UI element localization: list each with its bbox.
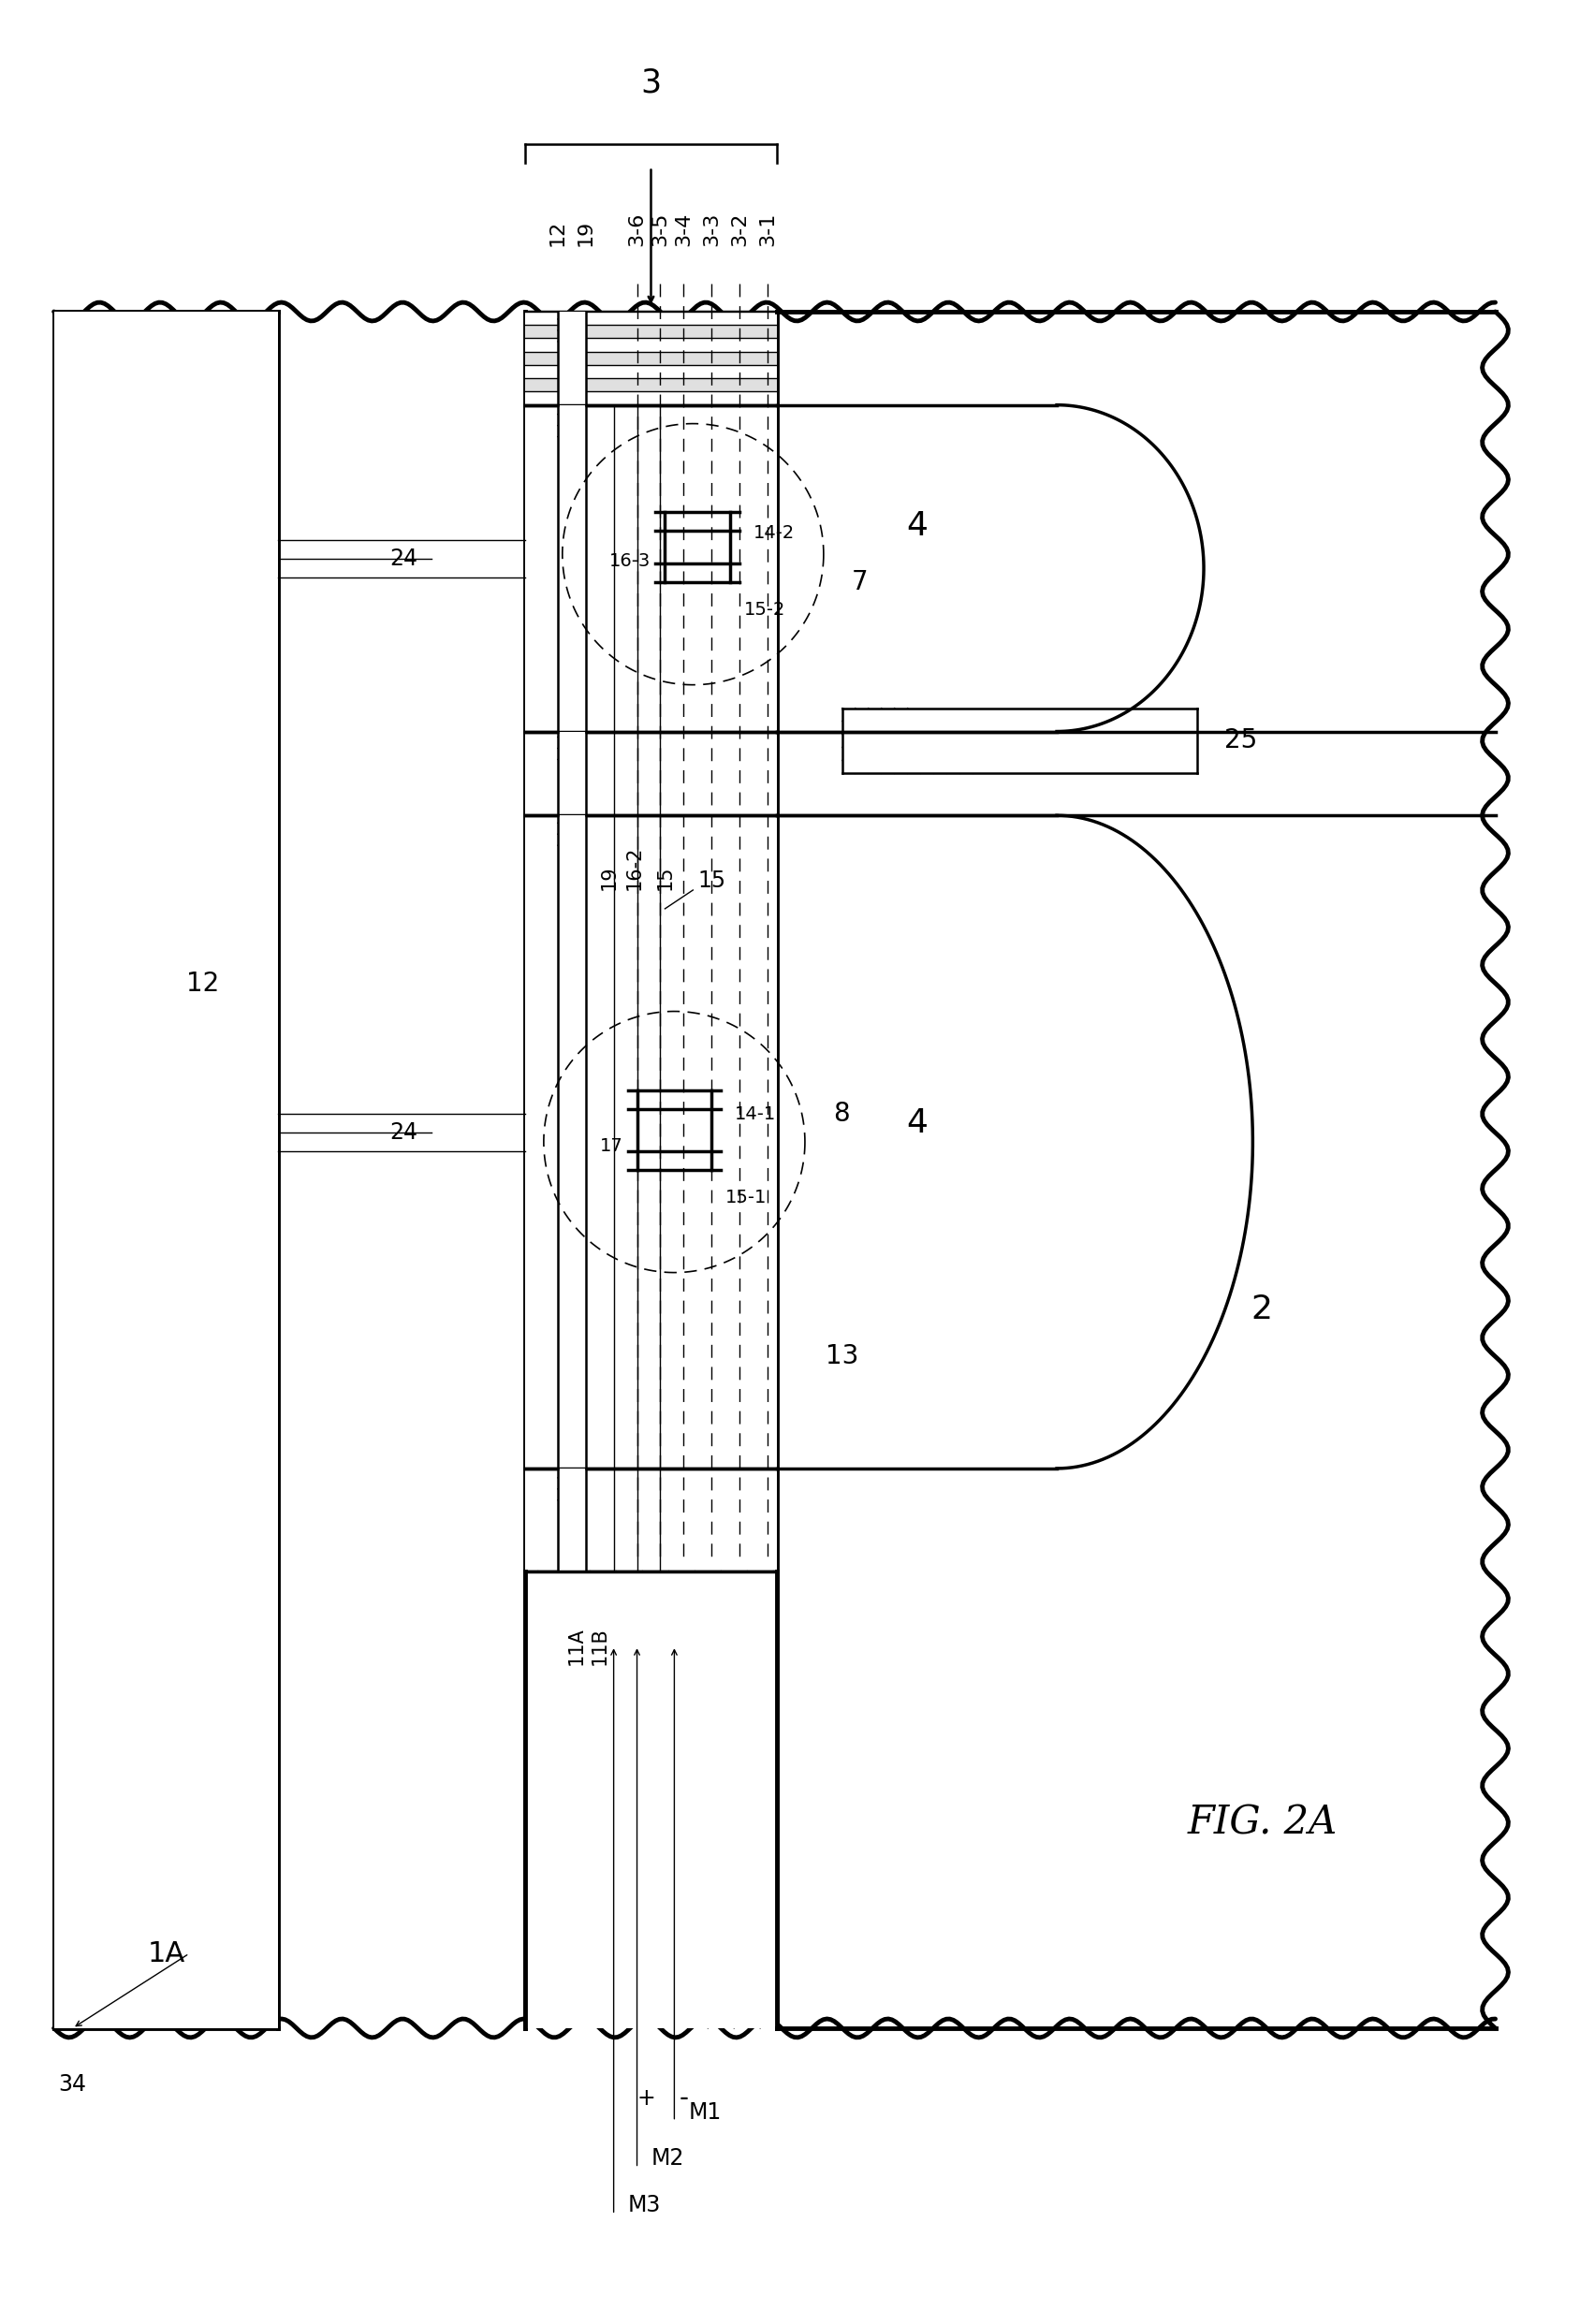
Bar xyxy=(558,311,586,404)
Text: 15: 15 xyxy=(656,865,675,890)
Text: 24: 24 xyxy=(390,548,417,569)
Bar xyxy=(54,311,278,2029)
Bar xyxy=(525,816,777,1469)
Text: 15-2: 15-2 xyxy=(744,602,785,618)
Text: 3-2: 3-2 xyxy=(730,211,749,246)
Text: 16-3: 16-3 xyxy=(610,553,651,569)
Bar xyxy=(525,339,777,351)
Text: 14-2: 14-2 xyxy=(754,525,795,541)
Bar xyxy=(525,351,777,365)
Bar xyxy=(525,732,777,816)
Text: 7: 7 xyxy=(852,569,867,595)
Text: 4: 4 xyxy=(905,1106,927,1139)
Text: 12: 12 xyxy=(548,221,567,246)
Text: 25: 25 xyxy=(1224,727,1258,753)
Text: M1: M1 xyxy=(689,2101,722,2124)
Text: 19: 19 xyxy=(600,865,618,890)
Text: 3-5: 3-5 xyxy=(651,211,670,246)
Bar xyxy=(525,379,777,393)
Text: 4: 4 xyxy=(905,511,927,541)
Bar xyxy=(525,365,777,379)
Bar xyxy=(558,1469,586,1571)
Text: FIG. 2A: FIG. 2A xyxy=(1187,1803,1337,1843)
Text: 3-1: 3-1 xyxy=(758,211,777,246)
Bar xyxy=(525,311,777,325)
Text: 34: 34 xyxy=(58,2073,87,2096)
Bar xyxy=(525,1469,777,1571)
Bar xyxy=(558,816,586,1469)
Bar xyxy=(558,404,586,732)
Text: 15-1: 15-1 xyxy=(725,1190,768,1206)
Text: 14-1: 14-1 xyxy=(735,1106,776,1122)
Text: 19: 19 xyxy=(577,221,596,246)
Bar xyxy=(777,311,1495,2029)
Text: M3: M3 xyxy=(627,2194,660,2217)
Text: 17: 17 xyxy=(600,1136,623,1155)
Text: 12: 12 xyxy=(186,969,220,997)
Text: 3: 3 xyxy=(640,67,662,100)
Text: +: + xyxy=(637,2087,656,2110)
Text: 3-4: 3-4 xyxy=(675,211,694,246)
Bar xyxy=(842,709,1196,774)
Bar xyxy=(525,393,777,404)
Text: 8: 8 xyxy=(833,1102,850,1127)
Text: 15: 15 xyxy=(698,869,725,892)
Text: 3-6: 3-6 xyxy=(627,211,646,246)
Text: 2: 2 xyxy=(1251,1294,1273,1325)
Text: M2: M2 xyxy=(651,2147,684,2171)
Text: 16-2: 16-2 xyxy=(624,846,643,890)
Text: -: - xyxy=(679,2085,689,2110)
Text: 11B: 11B xyxy=(591,1627,608,1664)
Bar xyxy=(525,1571,777,2029)
Text: 11A: 11A xyxy=(567,1627,586,1664)
Text: 13: 13 xyxy=(826,1343,860,1369)
Text: 1A: 1A xyxy=(147,1941,185,1966)
Bar xyxy=(525,404,777,732)
Bar xyxy=(558,732,586,816)
Text: 3-3: 3-3 xyxy=(702,211,720,246)
Text: 24: 24 xyxy=(390,1122,417,1143)
Bar xyxy=(525,325,777,339)
